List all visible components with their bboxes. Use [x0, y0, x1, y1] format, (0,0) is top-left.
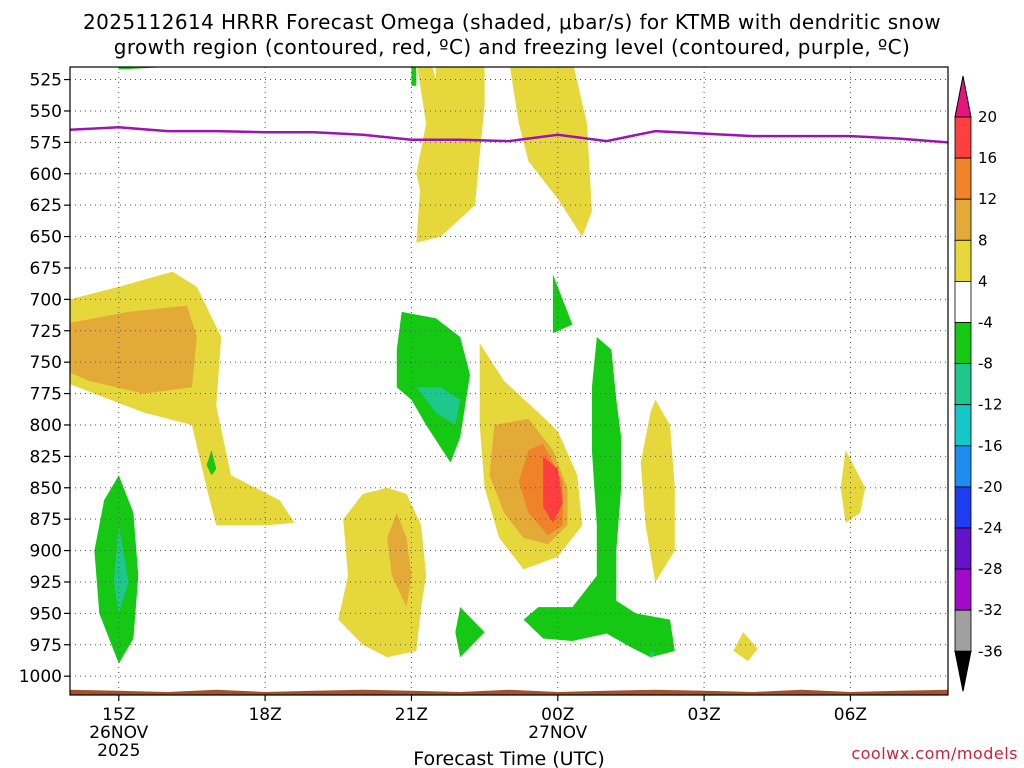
x-tick-label-15Z: 15Z	[102, 705, 135, 725]
colorbar-bin-4	[954, 280, 972, 323]
colorbar-top-arrow	[954, 75, 972, 118]
colorbar-label-8: -16	[978, 437, 1003, 455]
colorbar: 20 16 12 8 4 -4 -8 -12 -16 -20 -24 -28 -32 -36	[954, 75, 1003, 692]
omega-region-pos4-2	[509, 67, 592, 237]
plot-frame	[69, 66, 949, 696]
omega-region-neg4-18	[523, 337, 675, 658]
omega-region-pos4-1	[416, 67, 485, 243]
x-axis-label: Forecast Time (UTC)	[413, 748, 604, 768]
colorbar-label-3: 8	[978, 231, 988, 249]
y-tick-label-825: 825	[30, 447, 62, 467]
colorbar-bin-0	[954, 116, 972, 159]
y-tick-label-625: 625	[30, 196, 62, 216]
omega-region-pos4-11	[640, 399, 675, 582]
omega-region-pos4-13	[733, 632, 758, 662]
colorbar-bottom-arrow	[954, 650, 972, 692]
colorbar-label-13: -36	[978, 642, 1003, 660]
omega-region-neg4-15	[396, 311, 470, 463]
y-tick-label-650: 650	[30, 228, 62, 248]
y-tick-label-775: 775	[30, 385, 62, 405]
omega-region-neg4-24	[411, 67, 417, 86]
omega-region-pos4-12	[840, 450, 866, 523]
omega-region-neg8-21	[416, 387, 461, 425]
x-tick-date-00Z: 27NOV	[528, 723, 587, 743]
y-tick-label-925: 925	[30, 573, 62, 593]
y-tick-label-750: 750	[30, 353, 62, 373]
colorbar-label-2: 12	[978, 190, 997, 208]
y-tick-label-575: 575	[30, 133, 62, 153]
colorbar-bin-7	[954, 404, 972, 447]
x-tick-year-15Z: 2025	[97, 741, 140, 761]
y-tick-label-1000: 1000	[19, 667, 62, 687]
colorbar-bin-12	[954, 609, 972, 652]
colorbar-label-9: -20	[978, 478, 1003, 496]
colorbar-label-5: -4	[978, 314, 993, 332]
colorbar-bin-11	[954, 568, 972, 611]
y-tick-label-875: 875	[30, 510, 62, 530]
y-tick-label-800: 800	[30, 416, 62, 436]
y-tick-label-675: 675	[30, 259, 62, 279]
x-tick-label-03Z: 03Z	[687, 705, 720, 725]
colorbar-bin-8	[954, 445, 972, 488]
colorbar-label-12: -32	[978, 601, 1003, 619]
omega-region-neg4-17	[552, 274, 573, 334]
ground-terrain	[70, 689, 948, 695]
chart-title-line2: growth region (contoured, red, ºC) and f…	[114, 35, 911, 59]
omega-region-neg4-20	[206, 450, 217, 476]
colorbar-bin-3	[954, 239, 972, 282]
colorbar-bin-2	[954, 198, 972, 241]
y-tick-label-525: 525	[30, 71, 62, 91]
x-tick-label-06Z: 06Z	[834, 705, 867, 725]
colorbar-label-0: 20	[978, 108, 997, 126]
chart-title-line1: 2025112614 HRRR Forecast Omega (shaded, …	[83, 10, 941, 34]
y-tick-label-975: 975	[30, 636, 62, 656]
colorbar-bin-6	[954, 363, 972, 406]
omega-region-pos20-8	[543, 456, 563, 523]
y-tick-label-950: 950	[30, 604, 62, 624]
omega-region-neg8-22	[113, 525, 129, 614]
omega-region-pos8-4	[70, 305, 197, 394]
y-tick-label-900: 900	[30, 542, 62, 562]
colorbar-label-11: -28	[978, 560, 1003, 578]
x-tick-label-21Z: 21Z	[395, 705, 428, 725]
x-tick-date-15Z: 26NOV	[89, 723, 148, 743]
colorbar-bin-10	[954, 527, 972, 570]
colorbar-bin-9	[954, 486, 972, 529]
colorbar-bin-1	[954, 157, 972, 200]
colorbar-label-6: -8	[978, 355, 993, 373]
omega-region-neg8-23	[650, 651, 656, 658]
y-tick-label-550: 550	[30, 102, 62, 122]
x-tick-label-18Z: 18Z	[248, 705, 281, 725]
omega-region-pos4-9	[338, 487, 427, 658]
x-tick-label-00Z: 00Z	[541, 705, 574, 725]
y-tick-label-600: 600	[30, 165, 62, 185]
credit-text: coolwx.com/models	[851, 744, 1018, 763]
y-tick-label-850: 850	[30, 479, 62, 499]
colorbar-label-4: 4	[978, 272, 988, 290]
omega-shaded-regions	[70, 67, 866, 664]
freezing-level-line	[70, 126, 948, 144]
y-axis: 525 550 575 600 625 650 675 700 725 750 775 800 825 8…	[19, 71, 70, 687]
omega-region-neg4-16	[455, 607, 485, 658]
colorbar-label-10: -24	[978, 519, 1003, 537]
omega-region-neg4-14	[118, 67, 168, 70]
y-tick-label-725: 725	[30, 322, 62, 342]
y-tick-label-700: 700	[30, 290, 62, 310]
colorbar-bin-5	[954, 322, 972, 364]
colorbar-label-7: -12	[978, 396, 1003, 414]
omega-region-pos8-10	[387, 512, 412, 608]
colorbar-label-1: 16	[978, 149, 997, 167]
